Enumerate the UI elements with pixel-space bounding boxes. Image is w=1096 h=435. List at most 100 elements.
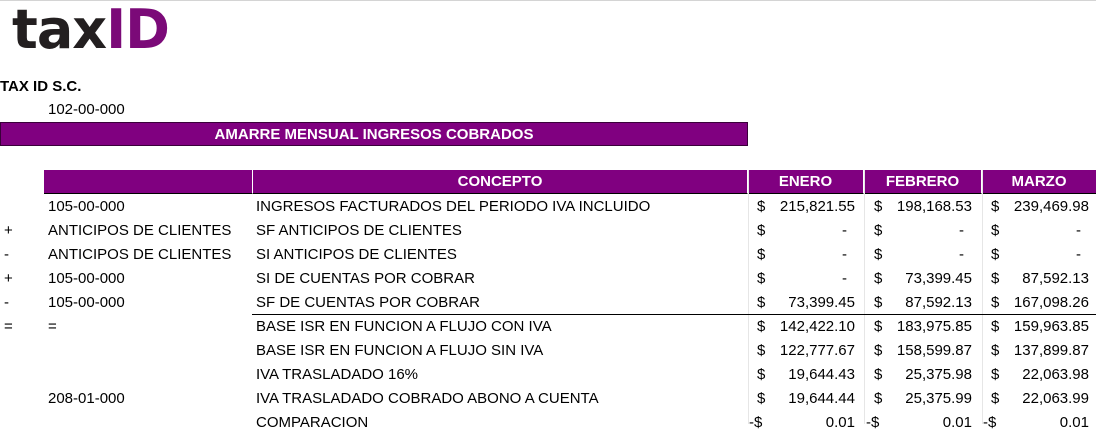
cell-currency: $	[874, 366, 883, 383]
column-divider	[748, 170, 749, 424]
cell-currency: $	[874, 222, 883, 239]
row-concept: IVA TRASLADADO COBRADO ABONO A CUENTA	[256, 390, 599, 407]
cell-currency: $	[757, 246, 766, 263]
cell-currency: $	[991, 270, 1000, 287]
table-row: +105-00-000 SI DE CUENTAS POR COBRAR $ - $73…	[0, 267, 1096, 291]
table-row: IVA TRASLADADO 16% $19,644.43 $25,375.98 $2…	[0, 363, 1096, 387]
cell-value: 159,963.85	[1013, 318, 1089, 335]
cell-value: -	[842, 222, 847, 239]
cell-value: 198,168.53	[896, 198, 972, 215]
cell-value: -	[1076, 222, 1081, 239]
subtotal-separator-line	[252, 314, 1096, 315]
row-account-code: ANTICIPOS DE CLIENTES	[48, 246, 232, 263]
row-concept: SF DE CUENTAS POR COBRAR	[256, 294, 480, 311]
row-sign: -	[4, 294, 9, 311]
row-account-code: =	[48, 318, 57, 335]
cell-value: -	[1076, 246, 1081, 263]
cell-value: -	[959, 246, 964, 263]
cell-value: -	[842, 246, 847, 263]
cell-currency: $	[874, 246, 883, 263]
cell-value: 158,599.87	[896, 342, 972, 359]
account-number: 102-00-000	[48, 101, 125, 118]
cell-currency: $	[874, 342, 883, 359]
cell-currency: $	[991, 318, 1000, 335]
table-row: = = BASE ISR EN FUNCION A FLUJO CON IVA $14…	[0, 315, 1096, 339]
cell-currency: -$	[866, 414, 880, 431]
cell-currency: $	[991, 366, 1000, 383]
table-row: - 105-00-000 SF DE CUENTAS POR COBRAR $73,3…	[0, 291, 1096, 315]
cell-value: 167,098.26	[1013, 294, 1089, 311]
row-concept: SF ANTICIPOS DE CLIENTES	[256, 222, 462, 239]
cell-value: 215,821.55	[779, 198, 855, 215]
cell-value: 0.01	[1059, 414, 1089, 431]
cell-value: 19,644.44	[788, 390, 855, 407]
cell-value: 22,063.99	[1022, 390, 1089, 407]
row-account-code: 105-00-000	[48, 270, 125, 287]
cell-value: 87,592.13	[1022, 270, 1089, 287]
row-concept: BASE ISR EN FUNCION A FLUJO SIN IVA	[256, 342, 544, 359]
cell-currency: $	[757, 294, 766, 311]
sheet-top-border	[0, 0, 1096, 1]
table-row: BASE ISR EN FUNCION A FLUJO SIN IVA $122,…	[0, 339, 1096, 363]
cell-value: 22,063.98	[1022, 366, 1089, 383]
logo-part-id: ID	[106, 0, 170, 61]
header-concept: CONCEPTO	[253, 170, 748, 194]
cell-value: 122,777.67	[779, 342, 855, 359]
table-row: - ANTICIPOS DE CLIENTES SI ANTICIPOS DE CL…	[0, 243, 1096, 267]
table-row: + ANTICIPOS DE CLIENTES SF ANTICIPOS DE CL…	[0, 219, 1096, 243]
cell-currency: $	[757, 342, 766, 359]
row-concept: BASE ISR EN FUNCION A FLUJO CON IVA	[256, 318, 552, 335]
cell-value: 25,375.99	[905, 390, 972, 407]
row-concept: SI DE CUENTAS POR COBRAR	[256, 270, 475, 287]
cell-currency: $	[874, 270, 883, 287]
cell-value: 0.01	[942, 414, 972, 431]
row-account-code: 105-00-000	[48, 294, 125, 311]
row-concept: SI ANTICIPOS DE CLIENTES	[256, 246, 457, 263]
cell-value: 183,975.85	[896, 318, 972, 335]
report-title-banner: AMARRE MENSUAL INGRESOS COBRADOS	[0, 122, 748, 146]
header-blank-cell	[44, 170, 253, 194]
cell-currency: -$	[749, 414, 763, 431]
cell-currency: $	[757, 390, 766, 407]
table-row: COMPARACION -$ 0.01 -$ 0.01 -$ 0.01	[0, 411, 1096, 435]
row-sign: -	[4, 246, 9, 263]
row-concept: INGRESOS FACTURADOS DEL PERIODO IVA INCL…	[256, 198, 651, 215]
cell-currency: $	[874, 318, 883, 335]
cell-value: 87,592.13	[905, 294, 972, 311]
cell-currency: $	[991, 294, 1000, 311]
row-account-code: ANTICIPOS DE CLIENTES	[48, 222, 232, 239]
cell-currency: $	[757, 198, 766, 215]
cell-value: 73,399.45	[905, 270, 972, 287]
cell-currency: $	[874, 294, 883, 311]
header-month-marzo: MARZO	[982, 170, 1096, 194]
cell-value: -	[959, 222, 964, 239]
header-month-enero: ENERO	[748, 170, 864, 194]
logo-part-tax: tax	[12, 0, 107, 61]
table-row: 208-01-000 IVA TRASLADADO COBRADO ABONO A…	[0, 387, 1096, 411]
cell-value: 73,399.45	[788, 294, 855, 311]
row-account-code: 208-01-000	[48, 390, 125, 407]
cell-currency: $	[991, 342, 1000, 359]
cell-currency: $	[874, 390, 883, 407]
cell-value: 137,899.87	[1013, 342, 1089, 359]
cell-value: 239,469.98	[1013, 198, 1089, 215]
cell-currency: $	[991, 246, 1000, 263]
row-concept: IVA TRASLADADO 16%	[256, 366, 419, 383]
cell-value: 25,375.98	[905, 366, 972, 383]
row-account-code: 105-00-000	[48, 198, 125, 215]
taxid-logo: taxID	[12, 0, 170, 66]
cell-value: 19,644.43	[788, 366, 855, 383]
cell-currency: $	[874, 198, 883, 215]
row-sign: =	[4, 318, 13, 335]
cell-currency: $	[991, 198, 1000, 215]
row-sign: +	[4, 222, 13, 239]
company-name: TAX ID S.C.	[0, 78, 82, 95]
cell-currency: $	[757, 318, 766, 335]
column-divider	[864, 170, 865, 424]
table-row: 105-00-000 INGRESOS FACTURADOS DEL PERIOD…	[0, 195, 1096, 219]
column-divider	[982, 170, 983, 424]
cell-currency: $	[757, 366, 766, 383]
row-concept: COMPARACION	[256, 414, 369, 431]
cell-value: -	[842, 270, 847, 287]
cell-currency: $	[991, 390, 1000, 407]
